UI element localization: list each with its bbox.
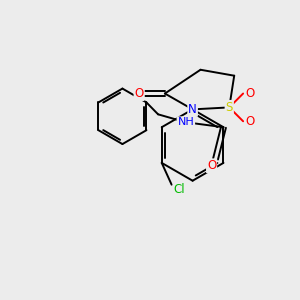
- Text: O: O: [245, 115, 255, 128]
- Text: O: O: [134, 87, 144, 100]
- Text: O: O: [245, 87, 255, 100]
- Text: S: S: [226, 101, 233, 114]
- Text: N: N: [188, 103, 197, 116]
- Text: NH: NH: [178, 117, 194, 127]
- Text: Cl: Cl: [174, 183, 185, 196]
- Text: O: O: [207, 159, 216, 172]
